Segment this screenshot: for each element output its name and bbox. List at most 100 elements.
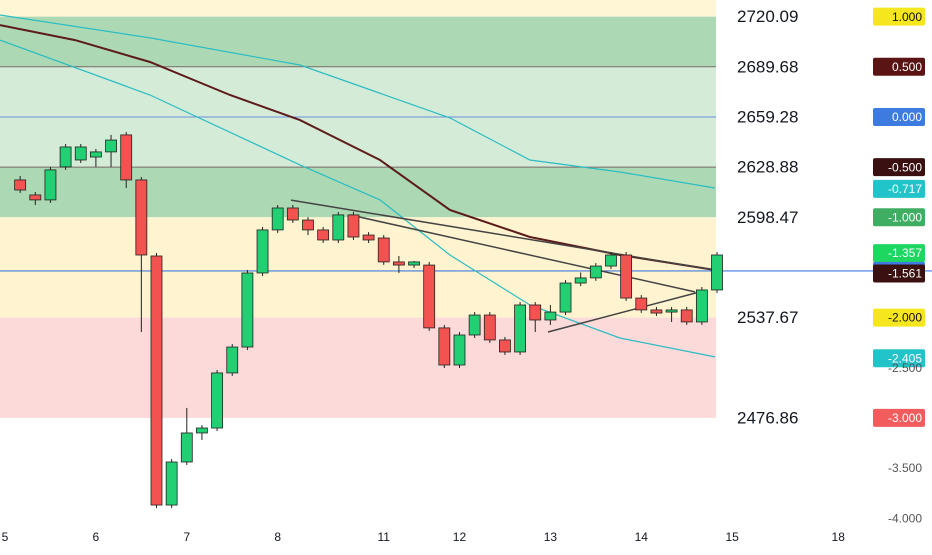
ratio-badge xyxy=(873,107,925,126)
candle-body xyxy=(180,432,193,463)
candle-body xyxy=(408,261,420,266)
price-label: 2689.68 xyxy=(737,57,798,76)
price-label: 2720.09 xyxy=(737,7,798,26)
candle-body xyxy=(680,309,693,323)
ratio-badge xyxy=(873,349,925,368)
candle-body xyxy=(483,314,496,341)
candle-body xyxy=(438,327,451,366)
candle-body xyxy=(135,179,148,256)
overlay-line xyxy=(0,39,716,358)
price-label: 2537.67 xyxy=(737,308,798,327)
price-label: 2476.86 xyxy=(737,408,798,427)
fib-zone xyxy=(0,317,716,418)
ratio-label: -2.405 xyxy=(888,351,922,365)
candle-body xyxy=(89,151,102,158)
candle-body xyxy=(286,207,299,221)
x-tick-label: 13 xyxy=(544,530,558,544)
candle-body xyxy=(392,261,405,266)
candle-body xyxy=(211,372,223,429)
candle-body xyxy=(559,282,572,313)
candle-body xyxy=(468,314,481,336)
fib-zone xyxy=(0,66,716,117)
candle-body xyxy=(302,219,314,231)
candle-body xyxy=(514,304,526,353)
ratio-badge xyxy=(873,7,925,26)
ratio-label: -4.000 xyxy=(888,511,922,525)
fib-zone xyxy=(0,0,716,17)
fib-zone xyxy=(0,16,716,67)
ratio-badge xyxy=(873,179,925,198)
ratio-label: 1.000 xyxy=(892,10,922,24)
ratio-label: -2.000 xyxy=(888,311,922,325)
ratio-label: -1.000 xyxy=(888,210,922,224)
candle-body xyxy=(59,146,72,168)
fib-zone xyxy=(0,116,716,168)
candle-body xyxy=(332,214,345,241)
candle-body xyxy=(574,277,587,284)
candle-body xyxy=(650,309,663,314)
x-tick-label: 18 xyxy=(832,530,846,544)
candle-body xyxy=(453,334,466,366)
candle-body xyxy=(241,272,254,348)
candle-body xyxy=(589,265,602,279)
candle-body xyxy=(256,229,269,274)
candle-body xyxy=(165,461,178,506)
overlay-line xyxy=(0,24,716,271)
ratio-badge xyxy=(873,264,925,283)
candle-body xyxy=(74,146,87,161)
ratio-badge xyxy=(873,158,925,177)
candle-body xyxy=(120,134,133,181)
x-tick-label: 7 xyxy=(183,530,190,544)
ratio-label: -3.500 xyxy=(888,461,922,475)
candle-body xyxy=(423,264,436,329)
ratio-label: 0.000 xyxy=(892,110,922,124)
ratio-label: -0.717 xyxy=(888,182,922,196)
candle-body xyxy=(226,346,239,374)
x-tick-label: 15 xyxy=(725,530,739,544)
fib-zone xyxy=(0,167,716,218)
overlay-line xyxy=(547,291,701,333)
candle-body xyxy=(544,311,557,321)
ratio-label: 0.500 xyxy=(892,60,922,74)
ratio-label: -1.561 xyxy=(888,267,922,281)
x-tick-label: 14 xyxy=(635,530,649,544)
candle-body xyxy=(105,139,117,153)
x-tick-label: 8 xyxy=(274,530,281,544)
candle-body xyxy=(605,254,617,267)
candle-body xyxy=(362,234,375,241)
ratio-label: -2.500 xyxy=(888,361,922,375)
ratio-badge xyxy=(873,208,925,227)
candle-body xyxy=(150,255,163,506)
x-tick-label: 11 xyxy=(378,530,391,544)
candle-body xyxy=(529,304,542,321)
x-tick-label: 12 xyxy=(453,530,467,544)
candle-body xyxy=(711,254,723,291)
candle-body xyxy=(499,339,511,353)
x-tick-label: 5 xyxy=(2,530,9,544)
price-label: 2628.88 xyxy=(737,158,798,177)
candle-body xyxy=(635,297,648,311)
candle-body xyxy=(196,427,208,434)
overlay-line xyxy=(290,199,716,271)
candle-body xyxy=(271,207,284,231)
ratio-label: -1.357 xyxy=(888,246,922,260)
ratio-badge xyxy=(873,57,925,76)
candle-body xyxy=(377,237,390,263)
candle-body xyxy=(317,229,330,241)
candle-body xyxy=(44,169,57,201)
ratio-label: -3.000 xyxy=(888,411,922,425)
price-label: 2659.28 xyxy=(737,107,798,126)
candle-body xyxy=(14,179,27,191)
candle-body xyxy=(347,214,360,238)
x-tick-label: 6 xyxy=(93,530,100,544)
overlay-line xyxy=(349,214,696,293)
ratio-badge xyxy=(873,308,925,327)
ratio-badge xyxy=(873,244,925,263)
price-label: 2598.47 xyxy=(737,208,798,227)
candle-body xyxy=(620,254,633,299)
candle-body xyxy=(665,309,678,313)
ratio-badge xyxy=(873,408,925,427)
candle-body xyxy=(29,194,42,201)
